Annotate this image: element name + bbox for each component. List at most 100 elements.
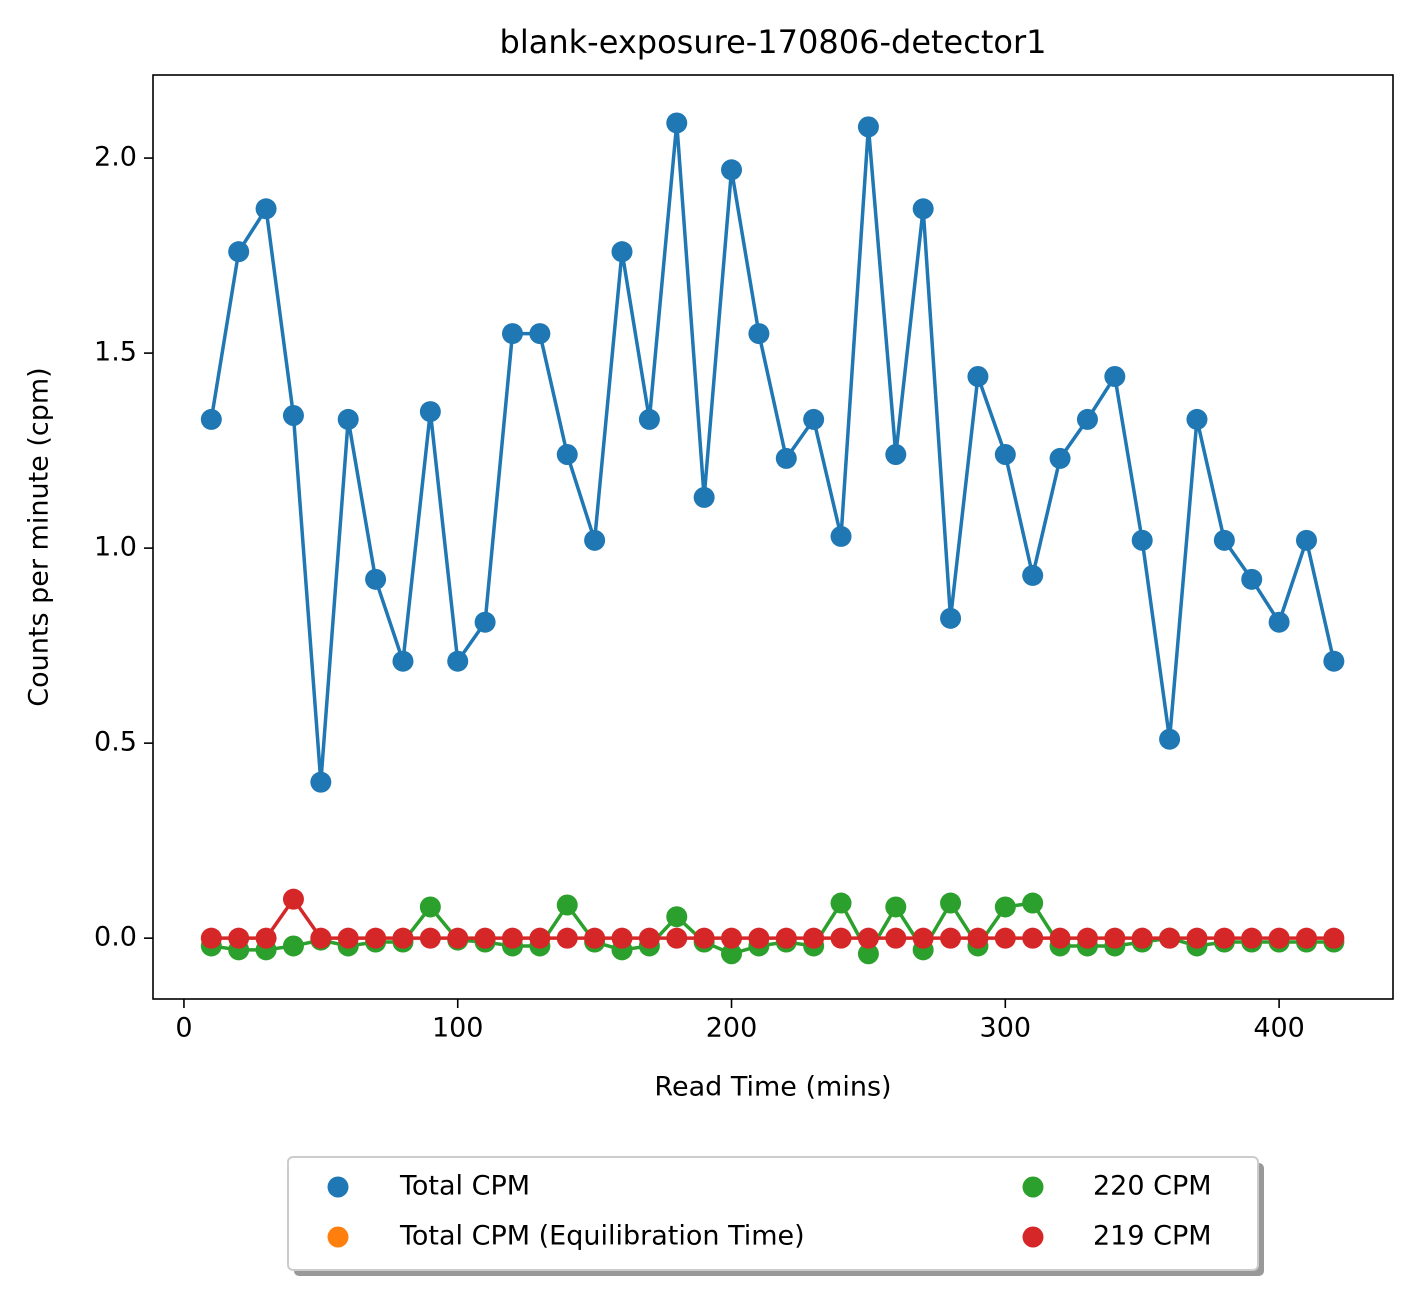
data-point	[365, 927, 387, 949]
data-point	[721, 927, 743, 949]
data-point	[365, 568, 387, 590]
data-point	[1104, 927, 1126, 949]
data-point	[529, 927, 551, 949]
data-point	[556, 894, 578, 916]
data-point	[748, 927, 770, 949]
data-point	[584, 927, 606, 949]
data-point	[255, 198, 277, 220]
data-point	[748, 323, 770, 345]
data-point	[1049, 447, 1071, 469]
data-point	[940, 892, 962, 914]
data-point	[830, 525, 852, 547]
data-point	[857, 927, 879, 949]
y-tick-label: 1.0	[94, 532, 137, 563]
data-point	[967, 365, 989, 387]
y-tick-label: 2.0	[94, 142, 137, 173]
data-point	[419, 896, 441, 918]
data-point	[666, 112, 688, 134]
data-point	[1186, 927, 1208, 949]
data-point	[912, 927, 934, 949]
data-point	[666, 927, 688, 949]
data-point	[447, 650, 469, 672]
data-point	[529, 323, 551, 345]
data-point	[1323, 927, 1345, 949]
legend-marker	[327, 1176, 349, 1198]
plot-frame	[152, 74, 1394, 1000]
data-point	[1131, 529, 1153, 551]
data-point	[556, 927, 578, 949]
data-point	[885, 896, 907, 918]
data-point	[1022, 892, 1044, 914]
data-point	[282, 935, 304, 957]
data-point	[282, 888, 304, 910]
data-point	[857, 116, 879, 138]
data-point	[419, 401, 441, 423]
x-tick-label: 300	[980, 1013, 1032, 1044]
data-point	[228, 241, 250, 263]
data-point	[638, 927, 660, 949]
data-point	[1076, 408, 1098, 430]
data-point	[419, 927, 441, 949]
data-point	[1295, 529, 1317, 551]
data-point	[1295, 927, 1317, 949]
data-point	[1268, 927, 1290, 949]
series-line	[209, 122, 1336, 783]
legend-marker	[1022, 1226, 1044, 1248]
data-point	[1213, 927, 1235, 949]
data-point	[1323, 650, 1345, 672]
x-axis-label: Read Time (mins)	[654, 1072, 891, 1103]
data-point	[721, 159, 743, 181]
data-point	[1241, 568, 1263, 590]
legend-marker	[1022, 1176, 1044, 1198]
data-point	[940, 607, 962, 629]
legend-label: Total CPM	[399, 1171, 530, 1202]
data-point	[611, 241, 633, 263]
data-point	[994, 444, 1016, 466]
data-point	[501, 323, 523, 345]
data-point	[830, 892, 852, 914]
data-point	[1131, 927, 1153, 949]
data-point	[584, 529, 606, 551]
data-point	[994, 896, 1016, 918]
data-point	[1241, 927, 1263, 949]
y-tick-label: 0.5	[94, 727, 137, 758]
chart-title: blank-exposure-170806-detector1	[500, 23, 1047, 61]
data-point	[501, 927, 523, 949]
y-axis-label: Counts per minute (cpm)	[24, 367, 55, 706]
data-point	[1268, 611, 1290, 633]
data-point	[885, 444, 907, 466]
data-point	[228, 927, 250, 949]
data-point	[282, 405, 304, 427]
data-point	[1104, 365, 1126, 387]
data-point	[1186, 408, 1208, 430]
x-tick-label: 200	[706, 1013, 758, 1044]
legend-box	[287, 1156, 1259, 1271]
data-point	[857, 943, 879, 965]
legend-label: 220 CPM	[1093, 1171, 1212, 1202]
data-point	[255, 927, 277, 949]
y-tick-label: 0.0	[94, 922, 137, 953]
data-point	[775, 927, 797, 949]
data-point	[1159, 728, 1181, 750]
data-point	[474, 611, 496, 633]
data-point	[721, 943, 743, 965]
data-point	[337, 408, 359, 430]
data-point	[200, 927, 222, 949]
data-point	[1076, 927, 1098, 949]
data-point	[1049, 927, 1071, 949]
data-point	[392, 927, 414, 949]
legend-marker	[327, 1226, 349, 1248]
legend-label: 219 CPM	[1093, 1221, 1212, 1252]
data-point	[447, 927, 469, 949]
legend-label: Total CPM (Equilibration Time)	[399, 1221, 805, 1252]
data-point	[310, 771, 332, 793]
data-point	[392, 650, 414, 672]
data-point	[693, 486, 715, 508]
data-point	[337, 927, 359, 949]
x-tick-label: 0	[175, 1013, 192, 1044]
data-point	[310, 927, 332, 949]
data-point	[994, 927, 1016, 949]
data-point	[1022, 564, 1044, 586]
data-point	[638, 408, 660, 430]
